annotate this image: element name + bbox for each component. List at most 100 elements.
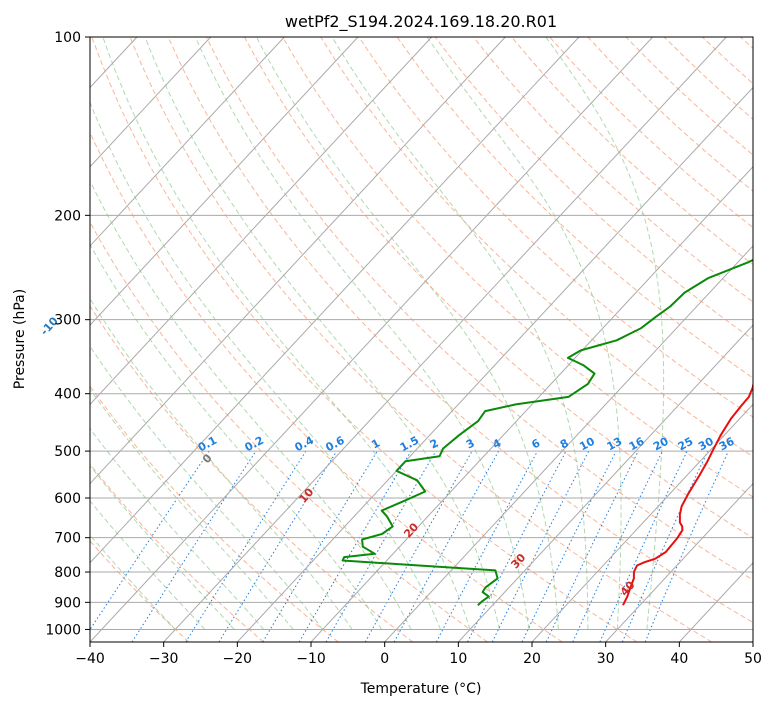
x-tick-label: 0 — [380, 651, 389, 667]
mixing-ratio-label: 3 — [464, 436, 477, 451]
isotherm — [90, 37, 580, 564]
mixing-ratio-line — [644, 450, 729, 642]
moist-adiabat — [256, 37, 559, 630]
mixing-ratio-line — [90, 450, 210, 631]
dry-adiabat — [90, 131, 563, 642]
mixing-ratio-line — [435, 450, 538, 642]
isotherm — [310, 165, 753, 642]
x-tick-label: 30 — [597, 651, 615, 667]
y-tick-label: 200 — [54, 208, 81, 224]
isotherm — [90, 37, 359, 326]
x-tick-label: 40 — [670, 651, 688, 667]
x-axis-label: Temperature (°C) — [360, 681, 482, 697]
moist-adiabat — [90, 464, 235, 630]
isotherm — [457, 324, 753, 642]
isotherm — [90, 37, 506, 485]
dry-adiabat — [91, 37, 638, 642]
isotherm — [752, 641, 753, 642]
isotherm — [90, 37, 285, 247]
y-axis-label: Pressure (hPa) — [12, 289, 28, 389]
isotherm — [0, 37, 63, 642]
mixing-ratio-label: 10 — [577, 435, 597, 454]
profile-line — [622, 381, 753, 606]
mixing-ratio-label: 4 — [491, 436, 504, 451]
moist-adiabat — [102, 37, 471, 630]
mixing-ratio-line — [521, 450, 617, 642]
moist-adiabat — [90, 427, 265, 630]
y-tick-label: 700 — [54, 531, 81, 547]
dry-adiabat — [90, 540, 190, 642]
y-tick-label: 800 — [54, 565, 81, 581]
y-tick-label: 500 — [54, 444, 81, 460]
series-lines — [341, 258, 753, 606]
x-tick-label: −40 — [75, 651, 105, 667]
dry-adiabat — [167, 37, 753, 624]
dry-adiabat — [90, 221, 488, 642]
isotherm — [678, 562, 753, 642]
x-tick-label: −20 — [223, 651, 253, 667]
x-tick-label: −10 — [296, 651, 326, 667]
moist-adiabat — [90, 179, 412, 630]
mixing-ratio-line — [364, 450, 473, 642]
plot-frame — [89, 36, 754, 643]
y-tick-label: 900 — [54, 595, 81, 611]
moist-adiabat — [90, 345, 324, 630]
mixing-ratio-label: 13 — [605, 435, 625, 454]
moist-adiabat — [144, 37, 500, 630]
mixing-ratio-line — [545, 450, 639, 642]
moist-adiabat — [90, 534, 176, 630]
isotherm — [90, 37, 212, 168]
moist-adiabat — [90, 101, 441, 630]
mixing-ratio-label: 25 — [676, 435, 696, 454]
x-tick-label: 20 — [523, 651, 541, 667]
y-axis: 1000 900 800 700 600 500 400 300 200 100 — [45, 30, 90, 638]
moist-adiabat — [194, 37, 530, 630]
isotherm — [236, 86, 753, 642]
dry-adiabat — [129, 37, 712, 642]
dry-adiabat — [282, 37, 753, 498]
moist-adiabat — [90, 297, 353, 630]
dry-adiabat — [701, 37, 753, 85]
isotherm — [90, 37, 654, 642]
isotherm — [163, 37, 727, 642]
dry-adiabat — [396, 37, 753, 379]
dry-adiabat — [90, 305, 414, 642]
mixing-ratio-label: 20 — [651, 435, 671, 454]
y-tick-label: 100 — [54, 30, 81, 46]
x-axis: −40 −30 −20 −10 0 10 20 30 40 50 — [75, 642, 762, 667]
dry-adiabat — [90, 385, 339, 642]
dry-adiabat-label: 40 — [618, 578, 638, 598]
dry-adiabat — [511, 37, 753, 266]
gridlines — [0, 37, 753, 642]
moist-adiabat — [90, 243, 383, 630]
mixing-ratio-label: 6 — [529, 436, 542, 451]
dry-adiabat — [473, 37, 753, 303]
isotherm — [531, 403, 753, 642]
mixing-ratio-line — [599, 450, 688, 642]
y-tick-label: 300 — [54, 313, 81, 329]
moist-adiabat — [331, 37, 589, 630]
x-tick-label: 50 — [744, 651, 762, 667]
moist-adiabat — [90, 500, 206, 630]
y-tick-label: 1000 — [45, 622, 81, 638]
dry-adiabat — [663, 37, 753, 120]
profile-line — [341, 258, 753, 606]
dry-adiabat-label: 30 — [508, 551, 528, 571]
mixing-ratio-line — [185, 450, 307, 642]
line-labels: -100-90-80-70-60-50-40-30-20-10010203040… — [38, 314, 737, 598]
background-lines — [90, 37, 753, 642]
mixing-ratio-label: 36 — [717, 435, 737, 454]
mixing-ratio-label: 16 — [627, 435, 647, 454]
mixing-ratio-line — [491, 450, 590, 642]
dry-adiabat — [244, 37, 753, 539]
dry-adiabat — [358, 37, 753, 418]
dry-adiabat — [320, 37, 753, 458]
y-tick-label: 600 — [54, 491, 81, 507]
isotherm — [605, 482, 753, 642]
y-tick-label: 400 — [54, 387, 81, 403]
moist-adiabat — [426, 37, 622, 630]
isotherm — [90, 37, 433, 406]
mixing-ratio-line — [393, 450, 500, 642]
mixing-ratio-line — [218, 450, 338, 642]
